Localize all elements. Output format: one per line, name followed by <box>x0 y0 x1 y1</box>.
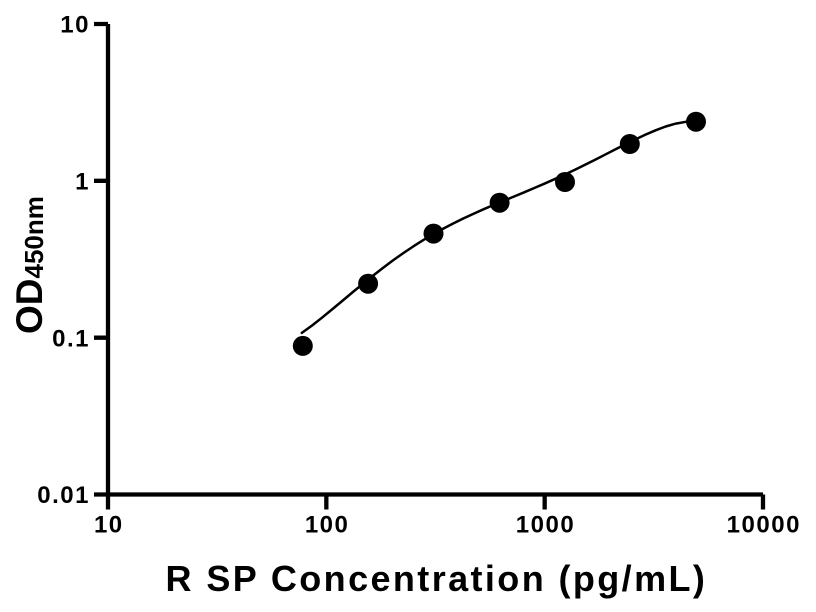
svg-text:10000: 10000 <box>727 512 801 539</box>
svg-text:1000: 1000 <box>516 512 575 539</box>
svg-text:10: 10 <box>60 12 90 39</box>
svg-text:100: 100 <box>305 512 350 539</box>
svg-text:0.1: 0.1 <box>52 325 90 352</box>
svg-text:0.01: 0.01 <box>37 482 90 509</box>
svg-text:1: 1 <box>75 169 90 196</box>
svg-text:R SP Concentration (pg/mL): R SP Concentration (pg/mL) <box>166 558 708 599</box>
svg-text:10: 10 <box>94 512 124 539</box>
